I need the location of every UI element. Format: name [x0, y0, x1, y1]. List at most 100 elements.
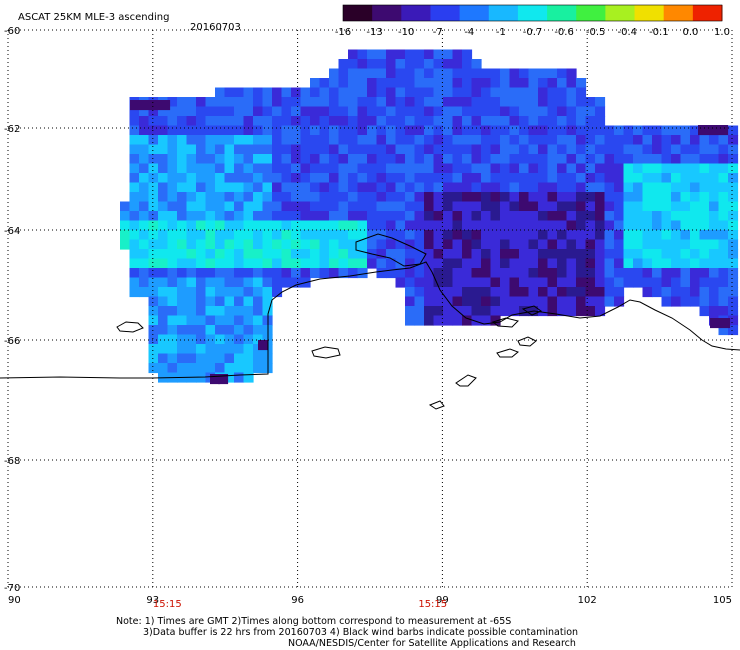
wind-cell — [272, 144, 283, 155]
wind-cell — [728, 125, 739, 136]
wind-cell — [509, 97, 520, 108]
wind-cell — [291, 125, 302, 136]
wind-cell — [661, 268, 672, 279]
wind-cell — [414, 192, 425, 203]
wind-cell — [414, 87, 425, 98]
wind-cell — [414, 125, 425, 136]
wind-cell — [177, 154, 188, 165]
wind-cell — [158, 249, 169, 260]
wind-cell — [690, 211, 701, 222]
wind-cell — [300, 116, 311, 127]
wind-cell — [281, 87, 292, 98]
wind-cell — [414, 268, 425, 279]
wind-cell — [490, 106, 501, 117]
wind-cell — [557, 239, 568, 250]
wind-cell — [623, 239, 634, 250]
wind-cell — [576, 249, 587, 260]
wind-cell — [547, 306, 558, 317]
wind-cell — [557, 220, 568, 231]
wind-cell — [710, 318, 721, 329]
wind-cell — [471, 211, 482, 222]
wind-cell — [310, 97, 321, 108]
wind-cell — [310, 125, 321, 136]
wind-cell — [718, 135, 729, 146]
wind-cell — [481, 163, 492, 174]
wind-cell — [215, 315, 226, 326]
wind-cell — [528, 192, 539, 203]
wind-cell — [623, 163, 634, 174]
wind-cell — [585, 125, 596, 136]
wind-cell — [490, 258, 501, 269]
wind-cell — [595, 220, 606, 231]
wind-cell — [604, 201, 615, 212]
wind-cell — [253, 97, 264, 108]
wind-cell — [272, 87, 283, 98]
wind-cell — [699, 239, 710, 250]
wind-cell — [205, 125, 216, 136]
wind-cell — [205, 325, 216, 336]
wind-cell — [120, 201, 131, 212]
wind-cell — [186, 363, 197, 374]
wind-cell — [234, 325, 245, 336]
wind-cell — [348, 268, 359, 279]
wind-cell — [528, 106, 539, 117]
wind-cell — [519, 306, 530, 317]
wind-cell — [547, 68, 558, 79]
wind-cell — [348, 144, 359, 155]
wind-cell — [519, 268, 530, 279]
wind-cell — [205, 220, 216, 231]
wind-cell — [405, 68, 416, 79]
wind-cell — [490, 239, 501, 250]
wind-cell — [547, 116, 558, 127]
wind-cell — [262, 163, 273, 174]
wind-cell — [424, 78, 435, 89]
wind-cell — [386, 192, 397, 203]
wind-cell — [158, 163, 169, 174]
wind-cell — [566, 239, 577, 250]
wind-cell — [262, 192, 273, 203]
wind-cell — [395, 201, 406, 212]
wind-cell — [367, 239, 378, 250]
wind-cell — [604, 125, 615, 136]
wind-cell — [633, 173, 644, 184]
wind-cell — [633, 258, 644, 269]
wind-cell — [196, 154, 207, 165]
wind-cell — [262, 258, 273, 269]
wind-cell — [177, 97, 188, 108]
wind-cell — [367, 211, 378, 222]
wind-cell — [186, 277, 197, 288]
coastline-main — [0, 261, 740, 379]
island-2 — [311, 346, 341, 359]
wind-cell — [405, 125, 416, 136]
wind-cell — [243, 116, 254, 127]
wind-cell — [500, 144, 511, 155]
wind-cell — [329, 116, 340, 127]
wind-cell — [129, 201, 140, 212]
wind-cell — [509, 182, 520, 193]
wind-cell — [386, 125, 397, 136]
wind-cell — [300, 201, 311, 212]
wind-cell — [538, 201, 549, 212]
colorbar-labels: -16 -13 -10 -7 -4 -1 -0.7 -0.6 -0.5 -0.4 -0.1 0.0 1.… — [335, 27, 730, 38]
wind-cell — [528, 87, 539, 98]
wind-cell — [262, 268, 273, 279]
wind-cell — [566, 306, 577, 317]
wind-cell — [215, 116, 226, 127]
wind-cell — [443, 220, 454, 231]
wind-cell — [234, 192, 245, 203]
wind-cell — [595, 230, 606, 241]
latitude-tick-label: -66 — [4, 336, 20, 347]
wind-cell — [338, 230, 349, 241]
wind-cell — [272, 163, 283, 174]
wind-cell — [519, 287, 530, 298]
wind-cell — [186, 353, 197, 364]
wind-cell — [557, 268, 568, 279]
wind-cell — [253, 325, 264, 336]
wind-cell — [566, 268, 577, 279]
wind-cell — [424, 87, 435, 98]
wind-cell — [585, 163, 596, 174]
wind-cell — [177, 201, 188, 212]
wind-cell — [614, 220, 625, 231]
wind-cell — [234, 220, 245, 231]
